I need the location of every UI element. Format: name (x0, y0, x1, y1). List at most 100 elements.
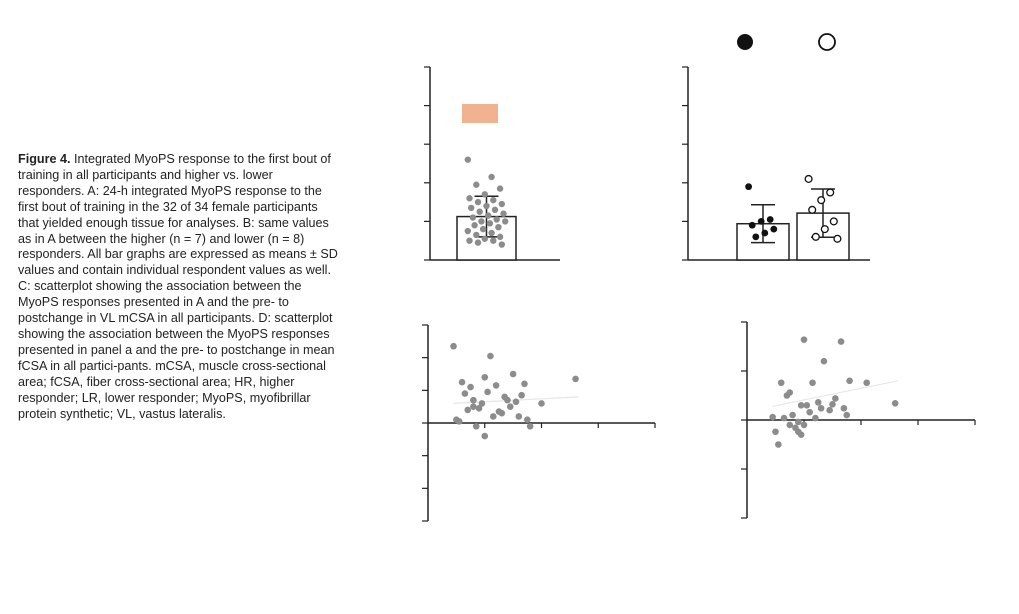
lr-legend-marker (818, 33, 836, 51)
data-point (476, 208, 483, 215)
data-point-lr (833, 234, 842, 243)
data-point (780, 414, 788, 422)
data-point (846, 377, 853, 385)
data-point (840, 404, 848, 412)
data-point (483, 202, 490, 210)
data-point (572, 375, 579, 383)
data-point (832, 395, 839, 402)
data-point (775, 441, 782, 448)
data-point (474, 198, 482, 206)
data-point-hr (745, 183, 752, 191)
data-point (481, 191, 488, 198)
data-point (470, 396, 477, 404)
data-point (769, 413, 776, 421)
data-point (797, 402, 805, 409)
data-point (538, 400, 545, 407)
data-point (772, 428, 779, 436)
data-point (473, 181, 480, 188)
data-point (461, 390, 469, 397)
data-point (474, 239, 482, 246)
data-point (467, 383, 474, 391)
data-point (806, 408, 813, 416)
data-point (486, 220, 494, 227)
data-point (817, 404, 825, 412)
data-point-lr (826, 188, 835, 197)
data-point (472, 422, 480, 430)
data-point (512, 398, 520, 406)
data-point (500, 210, 507, 217)
data-point (800, 421, 808, 429)
data-point (843, 411, 851, 419)
caption-label: Figure 4. (18, 152, 71, 166)
data-point (464, 406, 472, 414)
data-point-lr (817, 196, 826, 205)
data-point (891, 400, 899, 407)
data-point (506, 403, 514, 410)
data-point (468, 204, 475, 212)
data-point (501, 393, 508, 401)
data-point (789, 411, 796, 419)
regression-line (772, 380, 899, 407)
data-point (795, 418, 802, 426)
data-point-hr (761, 229, 769, 237)
data-point-hr (757, 218, 765, 225)
data-point (464, 227, 471, 235)
data-point (464, 156, 471, 163)
data-point (814, 399, 822, 406)
data-point (524, 416, 531, 424)
data-point (490, 237, 497, 244)
data-point (473, 231, 480, 239)
data-point (481, 432, 489, 440)
data-point (481, 373, 489, 381)
data-point (470, 403, 477, 410)
data-point (863, 379, 870, 387)
data-point (786, 421, 794, 429)
data-point (492, 382, 500, 389)
data-point-hr (766, 216, 774, 223)
data-point (491, 206, 499, 214)
caption-text: Integrated MyoPS response to the first b… (18, 152, 338, 421)
data-point (478, 400, 486, 407)
data-point (812, 414, 819, 422)
data-point (837, 338, 845, 345)
data-point (526, 422, 534, 430)
data-point (515, 413, 523, 420)
data-point (450, 342, 457, 350)
data-point-hr (748, 221, 756, 229)
data-point (803, 402, 811, 409)
data-point (498, 241, 505, 248)
data-point (490, 196, 497, 204)
data-point (495, 408, 503, 415)
data-point-lr (808, 205, 817, 214)
data-point (475, 405, 483, 412)
data-point-hr (752, 233, 760, 241)
data-point (786, 389, 794, 396)
data-point (485, 212, 492, 219)
data-point (466, 237, 473, 244)
data-point (797, 431, 805, 439)
data-point (495, 223, 502, 231)
data-point-hr (770, 225, 778, 233)
data-point-lr (804, 174, 813, 183)
data-point (484, 388, 491, 396)
data-point (518, 391, 525, 399)
data-point (469, 214, 477, 221)
data-point (496, 185, 504, 192)
data-point (496, 233, 504, 241)
data-point-lr (811, 232, 820, 241)
data-point (820, 357, 828, 365)
data-point (487, 352, 494, 360)
data-point (829, 401, 836, 408)
data-point (453, 416, 460, 424)
data-point (502, 218, 509, 225)
data-point (488, 173, 495, 181)
data-point (481, 235, 488, 242)
data-point (498, 200, 505, 208)
data-point (471, 222, 478, 229)
data-point (479, 225, 487, 233)
hr-legend-marker (737, 34, 753, 50)
figure-caption: Figure 4. Integrated MyoPS response to t… (18, 152, 340, 422)
value-highlight (462, 104, 498, 123)
data-point (509, 370, 517, 378)
